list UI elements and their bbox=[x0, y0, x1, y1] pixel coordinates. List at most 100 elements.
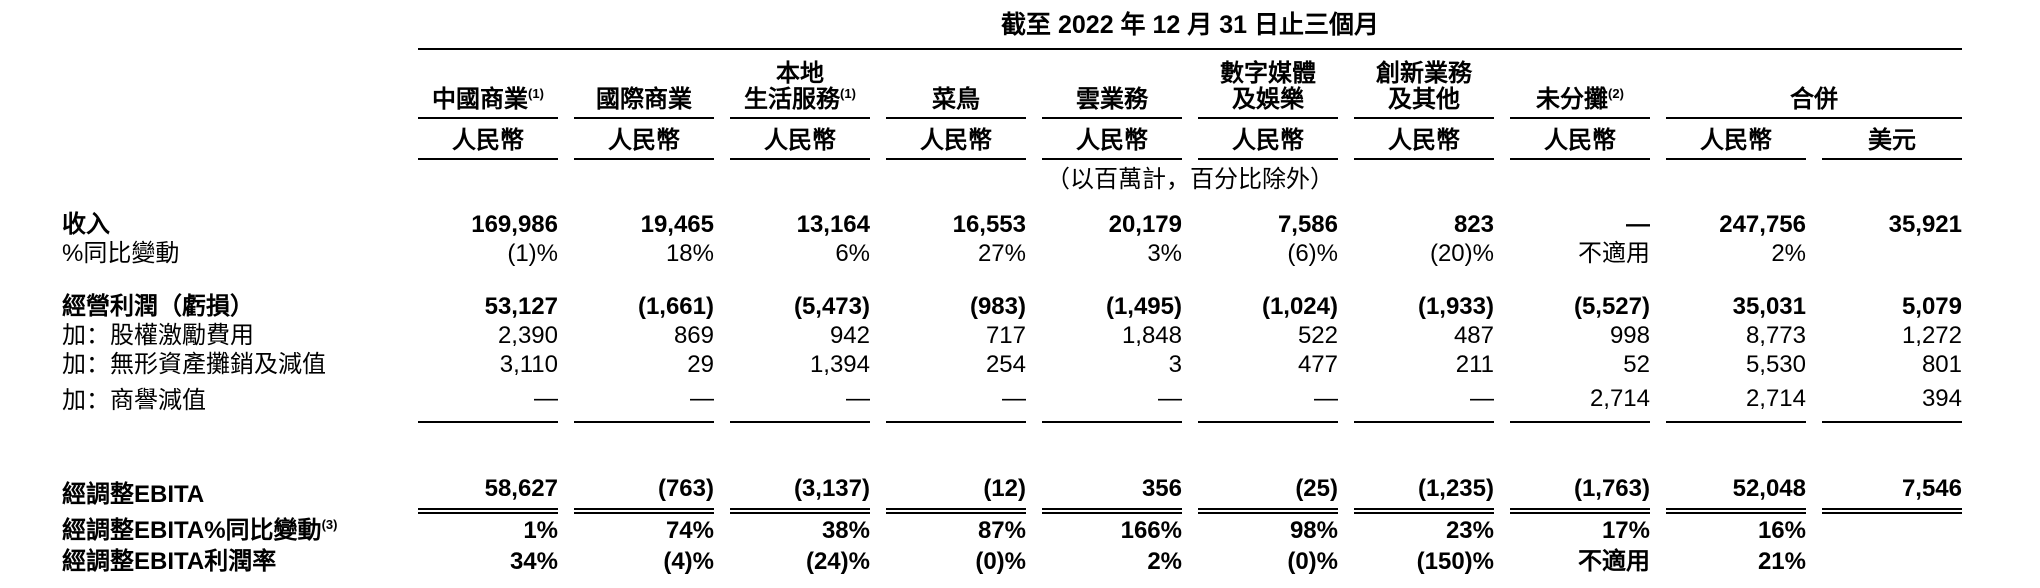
value-cell: (1,495) bbox=[1105, 293, 1182, 321]
value-cell: 1% bbox=[523, 517, 558, 545]
value-cell: (5,473) bbox=[793, 293, 870, 321]
currency-header: 人民幣 bbox=[730, 119, 870, 160]
col-header-label: 本地 bbox=[776, 59, 824, 87]
value-cell: 29 bbox=[687, 351, 714, 379]
value-cell: 5,079 bbox=[1901, 293, 1962, 321]
value-cell: 19,465 bbox=[640, 211, 714, 239]
value-cell: (3,137) bbox=[730, 469, 870, 514]
row-label-adjusted-ebita: 經調整EBITA bbox=[62, 481, 205, 509]
value-cell: (1,763) bbox=[1510, 469, 1650, 514]
value-cell: 35,921 bbox=[1888, 211, 1962, 239]
value-cell: (1,024) bbox=[1261, 293, 1338, 321]
value-cell: — bbox=[886, 379, 1026, 423]
value-cell: 23% bbox=[1445, 517, 1494, 545]
value-cell: 869 bbox=[673, 322, 714, 350]
value-cell: — bbox=[730, 379, 870, 423]
footnote-ref: (1) bbox=[528, 86, 544, 102]
value-cell: 998 bbox=[1609, 322, 1650, 350]
value-cell: 58,627 bbox=[418, 469, 558, 514]
col-header-cainiao: 菜鳥 bbox=[886, 50, 1026, 119]
spacer-cell bbox=[62, 160, 402, 194]
value-cell: (5,527) bbox=[1573, 293, 1650, 321]
value-cell: 254 bbox=[985, 351, 1026, 379]
currency-header: 美元 bbox=[1822, 119, 1962, 160]
col-header-cloud: 雲業務 bbox=[1042, 50, 1182, 119]
value-cell: 247,756 bbox=[1719, 211, 1806, 239]
col-header-consolidated: 合併 bbox=[1666, 50, 1962, 119]
value-cell: (1,661) bbox=[637, 293, 714, 321]
value-cell: 16,553 bbox=[952, 211, 1026, 239]
value-cell: (983) bbox=[969, 293, 1026, 321]
value-cell: 6% bbox=[835, 240, 870, 268]
value-cell: 35,031 bbox=[1732, 293, 1806, 321]
currency-header: 人民幣 bbox=[418, 119, 558, 160]
value-cell: 7,586 bbox=[1277, 211, 1338, 239]
value-cell: 52,048 bbox=[1666, 469, 1806, 514]
currency-header: 人民幣 bbox=[1198, 119, 1338, 160]
segment-results-sheet: 截至 2022 年 12 月 31 日止三個月 中國商業(1) 國際商業 本地 … bbox=[62, 11, 1962, 576]
row-label-revenue-yoy: %同比變動 bbox=[62, 240, 180, 268]
col-header-china-commerce: 中國商業(1) bbox=[418, 50, 558, 119]
value-cell: 不適用 bbox=[1578, 548, 1650, 576]
currency-header: 人民幣 bbox=[1354, 119, 1494, 160]
value-cell: 7,546 bbox=[1822, 469, 1962, 514]
currency-header: 人民幣 bbox=[1666, 119, 1806, 160]
col-header-label: 國際商業 bbox=[596, 86, 692, 114]
col-header-label: 合併 bbox=[1790, 86, 1838, 114]
footnote-ref: (1) bbox=[840, 86, 856, 102]
value-cell: — bbox=[1198, 379, 1338, 423]
value-cell: (0)% bbox=[975, 548, 1026, 576]
table-title: 截至 2022 年 12 月 31 日止三個月 bbox=[418, 11, 1962, 50]
value-cell: 2% bbox=[1771, 240, 1806, 268]
value-cell: 18% bbox=[665, 240, 714, 268]
value-cell: 1,394 bbox=[809, 351, 870, 379]
row-label-operating-income: 經營利潤（虧損） bbox=[62, 293, 254, 321]
value-cell: (1,933) bbox=[1417, 293, 1494, 321]
col-header-label: 雲業務 bbox=[1076, 86, 1148, 114]
value-cell: 1,848 bbox=[1121, 322, 1182, 350]
col-header-innovation: 創新業務 及其他 bbox=[1354, 50, 1494, 119]
col-header-label: 菜鳥 bbox=[932, 86, 980, 114]
value-cell: 17% bbox=[1601, 517, 1650, 545]
value-cell: (6)% bbox=[1287, 240, 1338, 268]
col-header-international-commerce: 國際商業 bbox=[574, 50, 714, 119]
currency-header: 人民幣 bbox=[574, 119, 714, 160]
value-cell: 87% bbox=[977, 517, 1026, 545]
row-label-sbc: 加：股權激勵費用 bbox=[62, 322, 254, 350]
value-cell: (763) bbox=[574, 469, 714, 514]
value-cell: — bbox=[1626, 211, 1650, 239]
unit-note: （以百萬計，百分比除外） bbox=[1046, 166, 1334, 194]
value-cell: 53,127 bbox=[484, 293, 558, 321]
currency-header: 人民幣 bbox=[1510, 119, 1650, 160]
footnote-ref: (2) bbox=[1608, 86, 1624, 102]
value-cell: (4)% bbox=[663, 548, 714, 576]
value-cell: 3,110 bbox=[499, 351, 558, 379]
col-header-label: 及其他 bbox=[1388, 86, 1460, 114]
value-cell: 16% bbox=[1757, 517, 1806, 545]
value-cell: — bbox=[418, 379, 558, 423]
value-cell: 717 bbox=[985, 322, 1026, 350]
value-cell: (1,235) bbox=[1354, 469, 1494, 514]
value-cell: (25) bbox=[1198, 469, 1338, 514]
row-label-adjusted-ebita-yoy: 經調整EBITA%同比變動(3) bbox=[62, 514, 402, 545]
value-cell: 2,714 bbox=[1666, 379, 1806, 423]
value-cell: 394 bbox=[1822, 379, 1962, 423]
col-header-label: 生活服務 bbox=[744, 86, 841, 114]
footnote-ref: (3) bbox=[321, 517, 338, 533]
col-header-label: 創新業務 bbox=[1376, 59, 1472, 87]
currency-header: 人民幣 bbox=[1042, 119, 1182, 160]
currency-header: 人民幣 bbox=[886, 119, 1026, 160]
spacer-row bbox=[62, 268, 1962, 292]
value-cell: 942 bbox=[829, 322, 870, 350]
value-cell bbox=[1822, 239, 1962, 268]
value-cell: (24)% bbox=[805, 548, 870, 576]
value-cell: 2,390 bbox=[497, 322, 558, 350]
value-cell: 8,773 bbox=[1745, 322, 1806, 350]
value-cell: (20)% bbox=[1429, 240, 1494, 268]
value-cell: 13,164 bbox=[796, 211, 870, 239]
value-cell: 477 bbox=[1297, 351, 1338, 379]
col-header-label: 未分攤 bbox=[1536, 86, 1609, 114]
value-cell: 20,179 bbox=[1108, 211, 1182, 239]
value-cell: — bbox=[574, 379, 714, 423]
row-label-text: 經調整EBITA%同比變動 bbox=[62, 517, 322, 545]
